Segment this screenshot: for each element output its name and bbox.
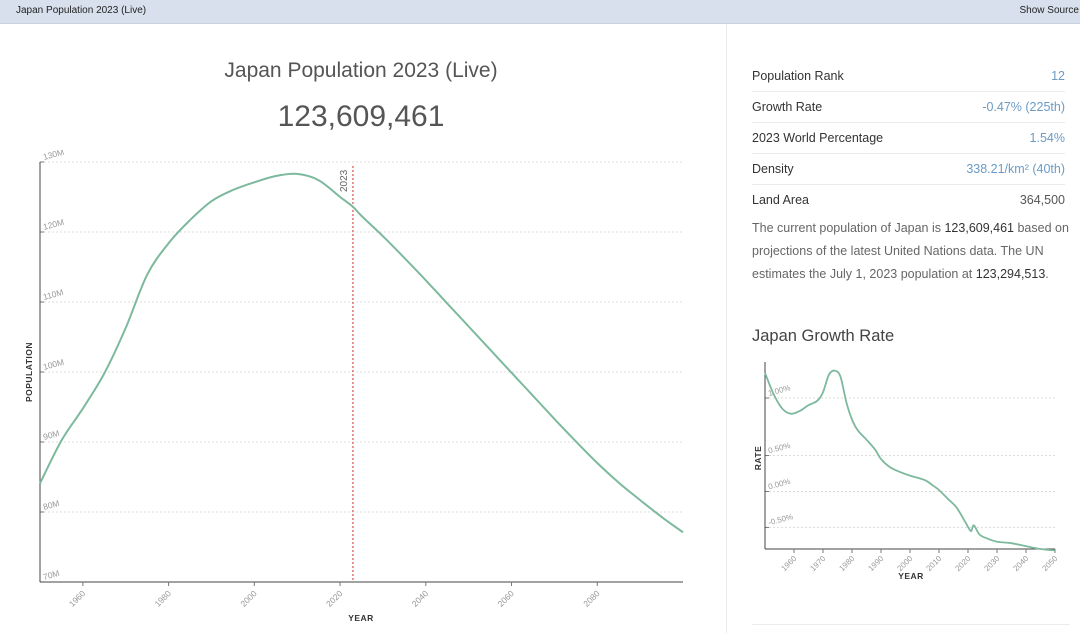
y-axis-label: POPULATION — [24, 342, 34, 402]
x-tick-label: 1960 — [67, 588, 88, 609]
x-tick-label: 1980 — [837, 554, 856, 573]
tab-title: Japan Population 2023 (Live) — [16, 5, 147, 16]
description-text: based on projections of the latest Unite… — [752, 221, 1069, 281]
stat-label: 2023 World Percentage — [752, 131, 884, 145]
current-year-label: 2023 — [339, 169, 350, 192]
y-tick-label: 110M — [42, 287, 65, 302]
y-tick-label: -0.50% — [767, 512, 794, 527]
description-current-population: 123,609,461 — [944, 221, 1014, 235]
y-tick-label: 70M — [42, 568, 61, 582]
y-tick-label: 120M — [42, 217, 65, 232]
x-tick-label: 2020 — [953, 554, 972, 573]
stat-value[interactable]: 12 — [1051, 69, 1065, 83]
description-text: The current population of Japan is — [752, 221, 945, 235]
y-tick-label: 100M — [42, 357, 65, 372]
stat-row-population-rank: Population Rank 12 — [752, 61, 1065, 92]
x-tick-label: 2000 — [238, 588, 259, 609]
bottom-divider — [752, 624, 1070, 625]
series-line — [39, 172, 684, 534]
y-tick-label: 130M — [42, 150, 65, 162]
population-chart: 70M 80M 90M 100M 110M 120M 130M 1960 1980 2000 202… — [24, 150, 684, 623]
description-un-estimate: 123,294,513 — [975, 267, 1046, 281]
stat-label: Growth Rate — [752, 100, 823, 114]
population-description: The current population of Japan is 123,6… — [752, 217, 1070, 286]
stat-label: Density — [752, 162, 794, 176]
stat-row-world-percentage: 2023 World Percentage 1.54% — [752, 123, 1065, 154]
x-tick-label: 1990 — [866, 554, 885, 573]
x-tick-label: 2080 — [581, 588, 602, 609]
show-source-link[interactable]: Show Source — [1019, 5, 1079, 16]
description-text: . — [1045, 267, 1049, 281]
x-tick-label: 2040 — [1011, 554, 1030, 573]
y-tick-label: 0.00% — [767, 477, 791, 492]
stat-label: Population Rank — [752, 69, 844, 83]
top-bar: Japan Population 2023 (Live) Show Source — [0, 0, 1080, 24]
x-tick-label: 1960 — [779, 554, 798, 573]
page-title: Japan Population 2023 (Live) — [224, 59, 498, 82]
x-tick-label: 2020 — [324, 588, 345, 609]
x-tick-label: 2040 — [410, 588, 431, 609]
stat-label: Land Area — [752, 193, 809, 207]
stats-table: Population Rank 12 Growth Rate -0.47% (2… — [752, 61, 1065, 215]
x-tick-label: 1980 — [153, 588, 174, 609]
x-tick-label: 1970 — [808, 554, 827, 573]
stat-row-land-area: Land Area 364,500 — [752, 185, 1065, 215]
stat-value: 364,500 — [1019, 193, 1065, 207]
y-tick-label: 80M — [42, 498, 61, 512]
stat-value[interactable]: -0.47% (225th) — [982, 100, 1065, 114]
series-line — [764, 369, 1056, 552]
stat-value[interactable]: 338.21/km² (40th) — [966, 162, 1065, 176]
x-tick-label: 2050 — [1040, 554, 1059, 573]
x-tick-label: 2030 — [982, 554, 1001, 573]
stat-value[interactable]: 1.54% — [1029, 131, 1065, 145]
growth-rate-chart: 1.00%0.50%0.00%-0.50%1960 1970 1980 1990 200… — [753, 362, 1060, 581]
column-divider — [726, 24, 727, 633]
growth-rate-title: Japan Growth Rate — [752, 327, 895, 345]
x-tick-label: 2010 — [924, 554, 943, 573]
stat-row-density: Density 338.21/km² (40th) — [752, 154, 1065, 185]
y-axis-label: RATE — [753, 446, 763, 471]
x-tick-label: 2060 — [495, 588, 516, 609]
x-axis-label: YEAR — [348, 613, 374, 623]
y-tick-label: 90M — [42, 428, 61, 442]
stat-row-growth-rate: Growth Rate -0.47% (225th) — [752, 92, 1065, 123]
y-tick-label: 0.50% — [767, 441, 791, 456]
x-axis-label: YEAR — [898, 571, 924, 581]
live-population-count: 123,609,461 — [277, 100, 445, 133]
